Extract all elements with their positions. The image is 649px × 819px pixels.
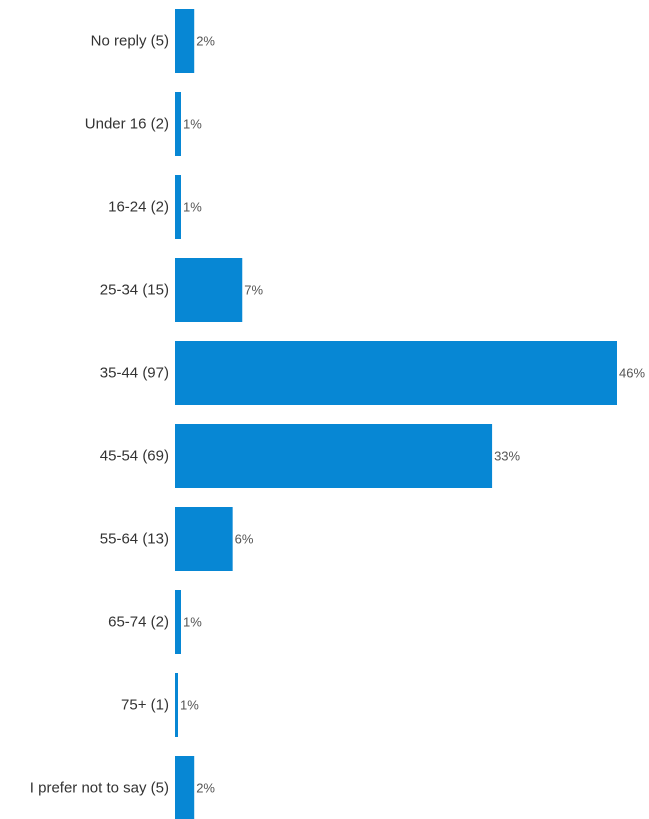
- value-label: 2%: [196, 781, 215, 796]
- bar: [175, 175, 181, 239]
- category-label: 55-64 (13): [100, 531, 169, 548]
- bar: [175, 756, 195, 819]
- bar: [175, 258, 243, 322]
- category-label: 65-74 (2): [108, 614, 169, 631]
- category-label: 35-44 (97): [100, 365, 169, 382]
- category-label: Under 16 (2): [85, 116, 169, 133]
- value-label: 6%: [235, 532, 254, 547]
- bar: [175, 9, 195, 73]
- category-label: 75+ (1): [121, 697, 169, 714]
- value-label: 7%: [244, 283, 263, 298]
- value-label: 33%: [494, 449, 520, 464]
- value-label: 1%: [183, 615, 202, 630]
- bar: [175, 92, 181, 156]
- value-label: 1%: [183, 117, 202, 132]
- bars-layer: [175, 9, 617, 819]
- bar: [175, 590, 181, 654]
- value-label: 1%: [183, 200, 202, 215]
- bar: [175, 424, 493, 488]
- category-labels-layer: No reply (5) Under 16 (2) 16-24 (2) 25-34 (…: [30, 33, 169, 797]
- value-label: 46%: [619, 366, 645, 381]
- bar: [175, 673, 178, 737]
- category-label: 25-34 (15): [100, 282, 169, 299]
- value-label: 2%: [196, 34, 215, 49]
- value-labels-layer: 2% 1% 1% 7% 46% 33% 6% 1% 1% 2%: [180, 34, 645, 796]
- bar: [175, 341, 617, 405]
- value-label: 1%: [180, 698, 199, 713]
- category-label: 16-24 (2): [108, 199, 169, 216]
- category-label: 45-54 (69): [100, 448, 169, 465]
- category-label: I prefer not to say (5): [30, 780, 169, 797]
- category-label: No reply (5): [91, 33, 169, 50]
- bar: [175, 507, 233, 571]
